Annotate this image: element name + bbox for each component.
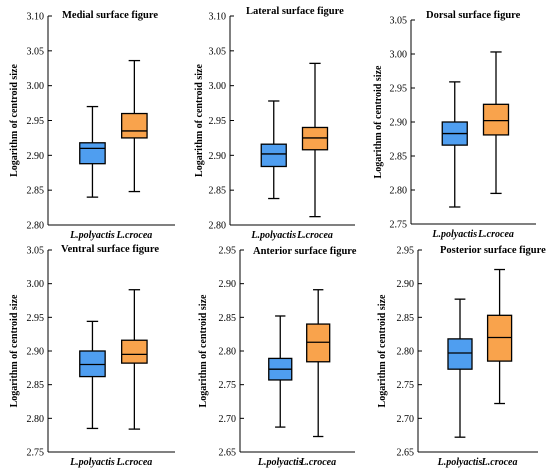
boxplot-panel: 2.80 2.85 2.90 2.95 3.00 3.05 3.10 Lateral surf… [194, 6, 355, 241]
iqr-box [122, 114, 147, 138]
y-tick-label: 3.00 [27, 279, 45, 290]
boxplot-panel: 2.80 2.85 2.90 2.95 3.00 3.05 3.10 Medial surfa… [9, 10, 175, 241]
y-tick-label: 2.80 [209, 221, 227, 232]
y-tick-label: 2.65 [397, 448, 415, 459]
y-axis-label: Logarithm of centroid size [377, 294, 388, 407]
y-axis-label: Logarithm of centroid size [9, 294, 20, 407]
box-l-crocea [303, 63, 328, 216]
y-tick-label: 3.05 [209, 46, 227, 57]
y-tick-label: 2.80 [219, 347, 237, 358]
x-category-label: L.crocea [296, 230, 333, 241]
y-tick-label: 2.70 [397, 414, 415, 425]
box-l-polyactis [448, 299, 472, 437]
y-tick-label: 2.95 [390, 84, 408, 95]
box-l-polyactis [269, 316, 292, 427]
x-category-label: L.polyactis [69, 230, 115, 241]
y-tick-label: 2.75 [27, 448, 45, 459]
box-l-crocea [307, 290, 330, 437]
y-tick-label: 2.85 [390, 152, 408, 163]
y-axis-label: Logarithm of centroid size [194, 64, 205, 177]
y-tick-label: 2.85 [397, 313, 415, 324]
y-tick-label: 2.95 [27, 313, 45, 324]
y-tick-label: 2.80 [27, 221, 45, 232]
y-tick-label: 2.80 [390, 186, 408, 197]
iqr-box [484, 104, 509, 135]
y-tick-label: 3.00 [27, 81, 45, 92]
x-category-label: L.crocea [477, 229, 514, 240]
iqr-box [488, 315, 512, 361]
y-tick-label: 2.95 [397, 246, 415, 257]
y-tick-label: 2.90 [219, 279, 237, 290]
y-tick-label: 2.80 [397, 347, 415, 358]
iqr-box [261, 144, 286, 166]
x-category-label: L.polyactis [431, 229, 477, 240]
iqr-box [122, 340, 147, 363]
y-tick-label: 2.65 [219, 448, 237, 459]
y-tick-label: 3.05 [390, 16, 408, 27]
x-category-label: L.polyactis [257, 457, 303, 468]
y-tick-label: 2.75 [397, 380, 415, 391]
chart-title: Lateral surface figure [246, 6, 344, 17]
x-category-label: L.crocea [115, 230, 152, 241]
iqr-box [307, 324, 330, 362]
y-tick-label: 2.75 [390, 220, 408, 231]
iqr-box [80, 143, 105, 164]
iqr-box [80, 351, 105, 377]
y-tick-label: 3.00 [390, 50, 408, 61]
chart-title: Medial surface figure [62, 10, 158, 21]
y-tick-label: 2.70 [219, 414, 237, 425]
box-l-crocea [122, 290, 147, 429]
boxplot-panel: 2.65 2.70 2.75 2.80 2.85 2.90 2.95 Anterior sur… [198, 246, 357, 469]
y-tick-label: 2.90 [397, 279, 415, 290]
iqr-box [303, 127, 328, 149]
box-l-crocea [488, 270, 512, 404]
y-tick-label: 2.85 [209, 186, 227, 197]
boxplot-panel: 2.65 2.70 2.75 2.80 2.85 2.90 2.95 Posterior su… [377, 245, 546, 468]
iqr-box [448, 339, 472, 369]
y-tick-label: 3.05 [27, 46, 45, 57]
y-tick-label: 2.90 [27, 151, 45, 162]
x-category-label: L.polyactis [250, 230, 296, 241]
y-tick-label: 2.95 [27, 116, 45, 127]
box-l-crocea [122, 61, 147, 192]
y-axis-label: Logarithm of centroid size [9, 64, 20, 177]
x-category-label: L.crocea [481, 457, 518, 468]
x-category-label: L.crocea [299, 457, 336, 468]
box-l-polyactis [261, 101, 286, 199]
y-tick-label: 2.95 [209, 116, 227, 127]
y-tick-label: 2.85 [27, 186, 45, 197]
y-tick-label: 3.10 [209, 12, 227, 23]
box-l-polyactis [80, 321, 105, 428]
y-axis-label: Logarithm of centroid size [373, 65, 384, 178]
x-category-label: L.polyactis [437, 457, 483, 468]
y-tick-label: 3.00 [209, 81, 227, 92]
boxplot-panel: 2.75 2.80 2.85 2.90 2.95 3.00 3.05 Ventral surf… [9, 244, 175, 468]
y-tick-label: 2.90 [209, 151, 227, 162]
y-tick-label: 3.05 [27, 246, 45, 257]
boxplot-panel: 2.75 2.80 2.85 2.90 2.95 3.00 3.05 Dorsal surfa… [373, 10, 536, 240]
y-tick-label: 2.90 [27, 347, 45, 358]
chart-title: Dorsal surface figure [426, 10, 521, 21]
x-category-label: L.crocea [115, 457, 152, 468]
y-tick-label: 2.95 [219, 246, 237, 257]
y-tick-label: 2.90 [390, 118, 408, 129]
y-tick-label: 2.85 [27, 380, 45, 391]
y-tick-label: 2.85 [219, 313, 237, 324]
y-tick-label: 2.75 [219, 380, 237, 391]
y-tick-label: 2.80 [27, 414, 45, 425]
y-axis-label: Logarithm of centroid size [198, 294, 209, 407]
box-l-polyactis [442, 82, 467, 207]
y-tick-label: 3.10 [27, 12, 45, 23]
chart-title: Posterior surface figure [440, 245, 546, 256]
chart-title: Ventral surface figure [61, 244, 159, 255]
chart-title: Anterior surface figure [253, 246, 357, 257]
x-category-label: L.polyactis [69, 457, 115, 468]
box-l-crocea [484, 52, 509, 193]
box-l-polyactis [80, 107, 105, 198]
